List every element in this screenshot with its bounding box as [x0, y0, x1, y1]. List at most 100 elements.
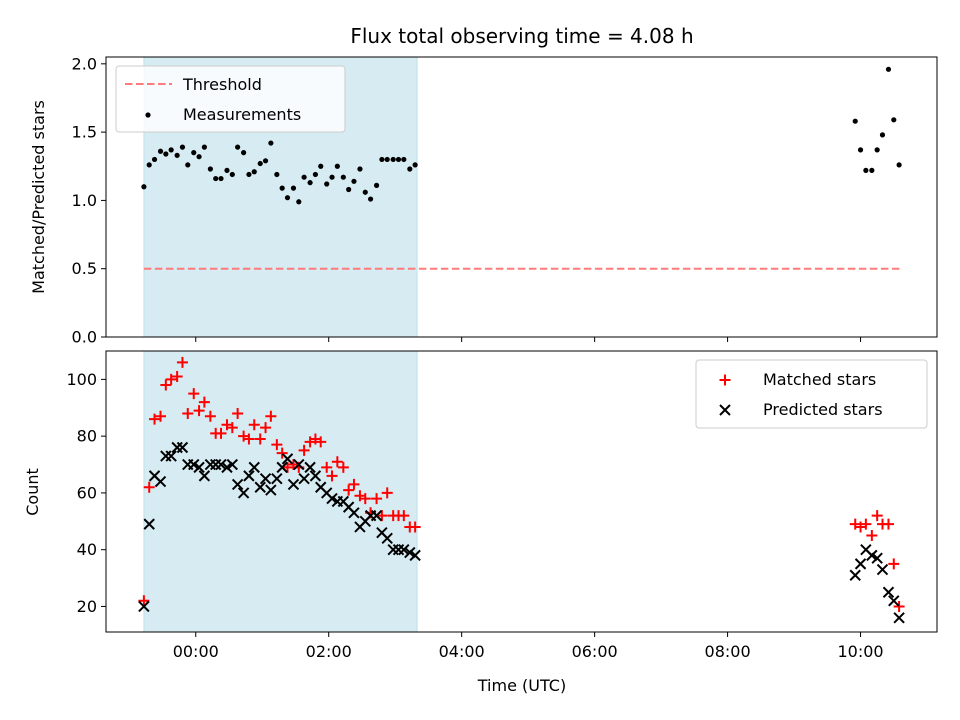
- matched-stars-point: [204, 410, 216, 422]
- count-panel: 20 40 60 80 100 00:00 02:00 04:00 06:00 08:00 10:0…: [66, 350, 938, 661]
- measurement-point: [896, 162, 902, 168]
- shaded-interval: [143, 350, 418, 633]
- predicted-stars-point: [404, 546, 416, 559]
- predicted-stars-point: [893, 612, 905, 624]
- measurement-point: [262, 158, 269, 164]
- legend-box: [115, 65, 346, 133]
- predicted-stars-point: [854, 558, 867, 570]
- predicted-stars-point: [849, 569, 861, 581]
- predicted-stars-point: [888, 595, 900, 607]
- predicted-stars-point: [304, 461, 316, 474]
- matched-stars-point: [198, 396, 210, 408]
- matched-stars-point: [215, 427, 227, 439]
- measurement-point: [196, 154, 202, 160]
- predicted-stars-point: [370, 509, 383, 522]
- predicted-stars-point: [226, 458, 239, 471]
- measurement-point: [879, 132, 886, 138]
- predicted-stars-point: [265, 484, 277, 496]
- matched-stars-point: [248, 419, 260, 431]
- measurement-point: [362, 189, 368, 195]
- y-tick-label: 100: [66, 370, 97, 389]
- predicted-stars-point: [866, 549, 878, 562]
- measurement-point: [218, 175, 224, 182]
- matched-stars-point: [243, 433, 255, 445]
- matched-stars-point: [315, 436, 327, 448]
- predicted-stars-point: [293, 458, 305, 471]
- measurement-point: [224, 167, 230, 173]
- x-tick-label: 02:00: [306, 642, 352, 661]
- predicted-stars-point: [326, 492, 338, 505]
- predicted-stars-point: [381, 532, 393, 545]
- matched-stars-point: [359, 493, 371, 505]
- measurement-point: [191, 150, 197, 156]
- matched-stars-point: [254, 433, 266, 445]
- legend: Threshold Measurements: [115, 65, 346, 133]
- matched-stars-point: [226, 422, 238, 434]
- measurement-point: [241, 150, 247, 156]
- measurement-point: [229, 171, 235, 178]
- predicted-stars-point: [198, 470, 211, 482]
- y-tick-label: 1.5: [72, 123, 97, 142]
- matched-stars-point: [260, 422, 272, 434]
- matched-stars-point: [265, 410, 277, 422]
- measurement-point: [407, 166, 413, 172]
- predicted-stars-point: [271, 473, 283, 485]
- x-tick-label: 00:00: [173, 642, 219, 661]
- y-tick-label: 0.5: [72, 259, 97, 278]
- predicted-stars-point: [221, 461, 233, 474]
- matched-stars-point: [888, 558, 900, 570]
- measurement-point: [174, 152, 180, 158]
- matched-stars-point: [149, 413, 161, 425]
- predicted-stars-point: [176, 441, 189, 454]
- legend-predicted-label: Predicted stars: [763, 400, 883, 419]
- predicted-stars-point: [165, 450, 177, 462]
- measurement-point: [384, 156, 390, 163]
- legend-predicted-swatch: [719, 404, 731, 416]
- measurement-point: [351, 178, 357, 184]
- matched-stars-point: [321, 461, 333, 473]
- matched-stars-point: [331, 456, 343, 468]
- predicted-stars-point: [276, 461, 288, 474]
- predicted-stars-point: [243, 470, 255, 482]
- measurement-point: [185, 162, 191, 168]
- legend-matched-swatch: [719, 374, 731, 386]
- predicted-stars-point: [298, 473, 310, 485]
- measurement-point: [235, 144, 241, 150]
- y-tick-label: 40: [77, 540, 97, 559]
- axes-frame: [105, 350, 938, 633]
- measurement-point: [367, 196, 374, 202]
- y-tick-label: 0.0: [72, 328, 97, 347]
- matched-stars-point: [160, 379, 172, 391]
- measurement-point: [251, 169, 257, 175]
- predicted-stars-point: [254, 481, 266, 493]
- matched-stars-point: [232, 407, 244, 419]
- predicted-stars-point: [281, 453, 294, 465]
- measurement-point: [268, 140, 274, 146]
- legend-measurements-label: Measurements: [183, 105, 301, 124]
- legend-matched-label: Matched stars: [763, 370, 876, 389]
- predicted-stars-point: [871, 552, 883, 564]
- count-y-axis-label: Count: [23, 468, 42, 516]
- predicted-stars-point: [259, 473, 272, 485]
- matched-stars-point: [348, 478, 360, 490]
- predicted-stars-point: [193, 461, 205, 474]
- measurement-point: [312, 171, 319, 178]
- y-tick-label: 80: [77, 427, 97, 446]
- measurement-point: [357, 166, 363, 172]
- measurement-point: [151, 156, 158, 163]
- predicted-stars-point: [348, 507, 360, 519]
- measurement-point: [146, 162, 152, 168]
- matched-stars-point: [337, 461, 349, 473]
- y-tick-label: 60: [77, 483, 97, 502]
- legend: Matched stars Predicted stars: [695, 359, 928, 429]
- measurement-point: [334, 163, 340, 169]
- measurement-point: [857, 147, 864, 153]
- measurement-point: [869, 167, 875, 173]
- legend-threshold-label: Threshold: [182, 75, 262, 94]
- matched-stars-point: [138, 595, 150, 607]
- measurement-point: [307, 180, 313, 186]
- x-tick-label: 10:00: [837, 642, 883, 661]
- legend-measurements-swatch: [145, 112, 151, 118]
- measurement-point: [279, 185, 285, 191]
